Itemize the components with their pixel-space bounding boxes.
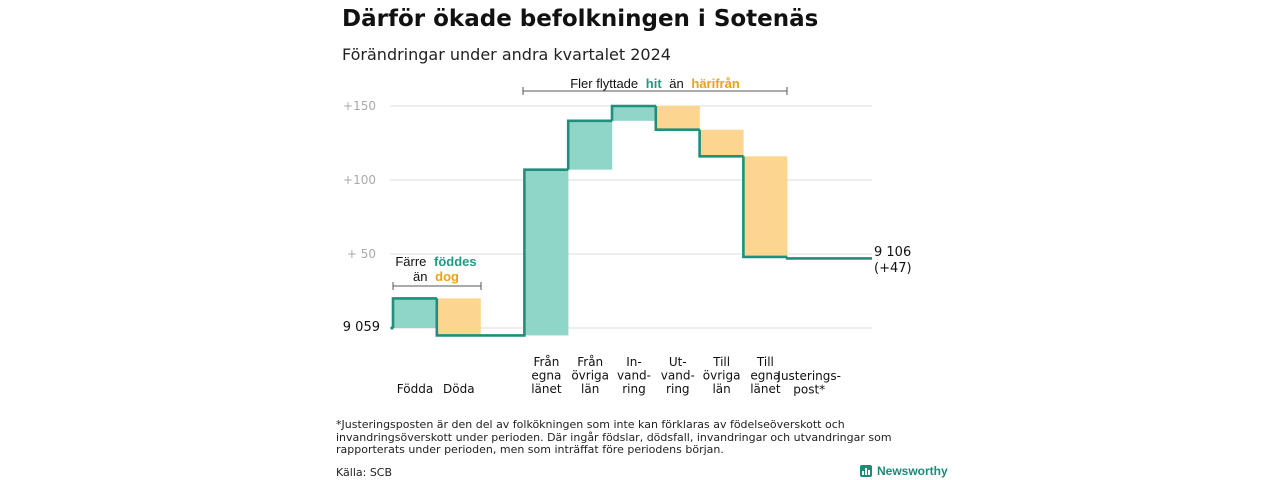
category-label-6-0: Till [712, 355, 730, 369]
category-label-3-2: län [581, 382, 599, 396]
end-change-label: (+47) [874, 261, 912, 276]
category-label-2-0: Från [533, 355, 559, 369]
category-label-1-0: Döda [443, 382, 475, 396]
svg-text:Färre föddes: Färre föddes [395, 254, 476, 269]
bar-3 [568, 120, 613, 170]
annotation-left-foddes: föddes [434, 254, 477, 269]
category-label-8-0: Justerings- [776, 369, 841, 383]
annotation-left: Färre föddes än dog [392, 254, 482, 290]
bar-5 [655, 106, 700, 130]
category-labels: Födda DödaFrånegnalänetFrånövrigalänIn-va… [397, 355, 841, 397]
chart-title: Därför ökade befolkningen i Sotenäs [342, 6, 819, 32]
annotation-left-prefix1: Färre [395, 254, 426, 269]
category-label-5-1: vand- [661, 369, 695, 383]
category-label-2-1: egna [531, 369, 561, 383]
category-label-5-2: ring [666, 382, 690, 396]
y-tick-label-0: +150 [343, 99, 376, 113]
y-axis-ticks: +150 +100 + 50 [343, 99, 376, 261]
category-label-7-2: länet [750, 382, 781, 396]
brand: Newsworthy [860, 464, 948, 478]
category-label-6-1: övriga [703, 369, 741, 383]
chart-subtitle: Förändringar under andra kvartalet 2024 [342, 45, 671, 64]
annotation-top-harifran: härifrån [691, 76, 739, 91]
annotation-top-middle: än [669, 76, 683, 91]
bar-4 [612, 106, 656, 121]
category-label-7-0: Till [756, 355, 774, 369]
annotation-left-prefix2: än [413, 269, 427, 284]
bar-1 [436, 298, 481, 336]
category-label-4-2: ring [622, 382, 646, 396]
svg-text:Fler flyttade hit: Fler flyttade hit än härifrån [570, 76, 740, 91]
bar-2 [524, 169, 569, 336]
start-value-label: 9 059 [343, 320, 380, 335]
category-label-6-2: län [712, 382, 730, 396]
bar-6 [699, 129, 744, 157]
bar-0 [393, 298, 437, 328]
annotation-left-dog: dog [435, 269, 459, 284]
category-label-4-0: In- [626, 355, 641, 369]
footnote: *Justeringsposten är den del av folkökni… [336, 418, 892, 456]
bars [393, 106, 788, 336]
brand-name: Newsworthy [877, 464, 948, 478]
bar-7 [743, 156, 788, 257]
category-label-5-0: Ut- [669, 355, 687, 369]
waterfall-chart: +150+100+ 50 Födda DödaFrånegnalänetFrånö… [343, 76, 912, 397]
category-label-0-0: Födda [397, 382, 433, 396]
grid-lines [390, 105, 872, 329]
cumulative-step-line [391, 104, 872, 337]
category-label-7-1: egna [750, 369, 780, 383]
annotation-top-hit: hit [646, 76, 663, 91]
category-label-3-0: Från [577, 355, 603, 369]
end-value-label: 9 106 [874, 245, 911, 260]
category-label-3-1: övriga [571, 369, 609, 383]
category-label-8-1: post* [793, 383, 825, 397]
annotation-top: Fler flyttade hit än härifrån [522, 76, 788, 95]
newsworthy-logo-icon [860, 465, 872, 477]
annotation-top-prefix: Fler flyttade [570, 76, 638, 91]
category-label-4-1: vand- [617, 369, 651, 383]
category-label-2-2: länet [531, 382, 562, 396]
step-line [390, 104, 872, 337]
y-tick-label-1: +100 [343, 173, 376, 187]
svg-text:än dog: än dog [413, 269, 459, 284]
y-tick-label-2: + 50 [347, 247, 376, 261]
source: Källa: SCB [336, 466, 393, 479]
